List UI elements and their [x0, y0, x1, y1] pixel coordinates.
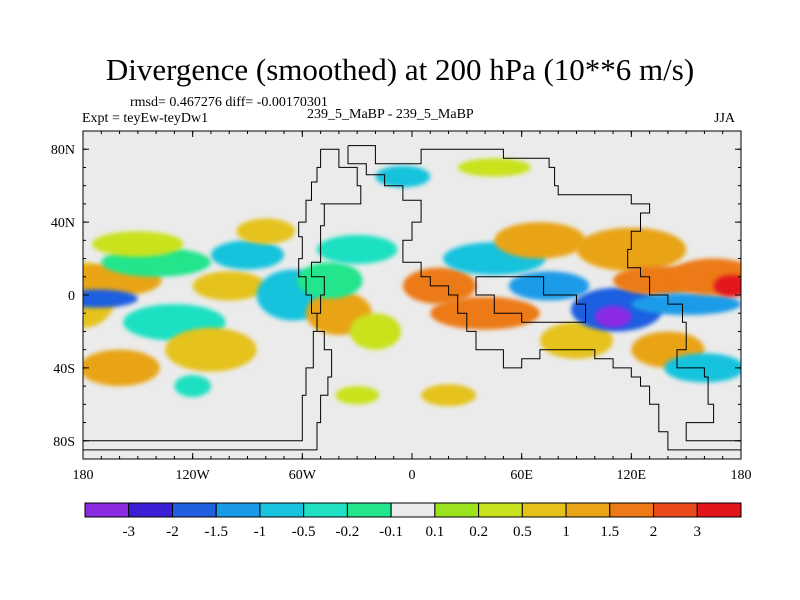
contour-feature-28 — [713, 274, 741, 297]
colorbar-swatch-3 — [215, 502, 261, 518]
contour-feature-15 — [349, 313, 402, 350]
x-tick-label: 120E — [617, 468, 647, 483]
contour-feature-35 — [421, 384, 476, 407]
y-tick-label: 0 — [68, 289, 75, 304]
colorbar-swatch-14 — [696, 502, 742, 518]
y-tick-label: 80N — [51, 143, 75, 158]
colorbar-label: -1 — [254, 524, 267, 540]
contour-feature-32 — [375, 165, 431, 188]
contour-feature-19 — [494, 222, 586, 259]
colorbar-swatch-9 — [478, 502, 523, 518]
colorbar-swatch-13 — [653, 502, 698, 518]
x-tick-label: 120W — [176, 468, 211, 483]
colorbar-swatch-12 — [609, 502, 655, 518]
inner-basin-outline — [475, 276, 587, 323]
colorbar-swatch-5 — [303, 502, 348, 518]
y-axis: 80N 40N 0 40S 80S — [51, 143, 741, 450]
x-tick-label: 60E — [510, 468, 533, 483]
contour-feature-17 — [430, 296, 540, 330]
experiment-label: Expt = teyEw-teyDw1 — [82, 111, 209, 126]
contour-feature-34 — [335, 386, 380, 405]
contour-feature-9 — [210, 240, 285, 270]
contour-feature-13 — [296, 262, 363, 299]
x-axis: 180 120W 60W 0 60E 120E 180 — [73, 131, 752, 483]
colorbar-swatch-7 — [390, 502, 436, 518]
colorbar-label: -3 — [122, 524, 135, 540]
continent-outlines — [83, 145, 741, 451]
contour-feature-27 — [667, 258, 741, 295]
x-tick-label: 0 — [409, 468, 416, 483]
colorbar-swatch-11 — [565, 502, 611, 518]
colorbar-label: -1.5 — [204, 524, 228, 540]
colorbar-label: 1.5 — [600, 524, 619, 540]
season-label: JJA — [714, 111, 736, 126]
colorbar-swatch-6 — [346, 502, 392, 518]
contour-feature-36 — [174, 375, 211, 398]
x-tick-label: 60W — [289, 468, 317, 483]
y-tick-label: 40S — [53, 362, 75, 377]
contour-feature-7 — [165, 327, 257, 372]
colorbar-label: -2 — [166, 524, 179, 540]
colorbar-label: 0.2 — [469, 524, 488, 540]
contour-feature-20 — [508, 271, 590, 301]
colorbar-label: 1 — [562, 524, 570, 540]
colorbar-label: -0.5 — [292, 524, 316, 540]
eastern-continent-outline — [347, 145, 741, 451]
contour-feature-10 — [236, 218, 296, 244]
colorbar-label: 3 — [694, 524, 702, 540]
contour-feature-31 — [83, 349, 160, 387]
x-tick-label: 180 — [73, 468, 94, 483]
x-tick-label: 180 — [731, 468, 752, 483]
colorbar-swatch-10 — [521, 502, 567, 518]
y-tick-label: 80S — [53, 435, 75, 450]
colorbar-swatch-1 — [128, 502, 173, 518]
contour-feature-14 — [316, 234, 398, 265]
contour-feature-5 — [92, 231, 184, 257]
colorbar-label: -0.2 — [336, 524, 360, 540]
chart-title: Divergence (smoothed) at 200 hPa (10**6 … — [105, 52, 695, 87]
colorbar-swatch-0 — [84, 502, 130, 518]
contour-feature-3 — [83, 289, 138, 308]
comparison-label: 239_5_MaBP - 239_5_MaBP — [307, 107, 474, 122]
colorbar: -3 -2 -1.5 -1 -0.5 -0.2 -0.1 0.1 0.2 0.5 1 1.5 2 3 — [84, 502, 742, 540]
colorbar-label: 0.5 — [513, 524, 532, 540]
contour-feature-23 — [594, 305, 632, 328]
stats-label: rmsd= 0.467276 diff= -0.00170301 — [130, 95, 328, 110]
contour-feature-33 — [457, 158, 531, 177]
colorbar-swatch-2 — [171, 502, 217, 518]
y-tick-label: 40N — [51, 216, 75, 231]
colorbar-swatch-4 — [259, 502, 305, 518]
colorbar-swatch-8 — [434, 502, 480, 518]
colorbar-label: 2 — [650, 524, 658, 540]
contour-feature-8 — [192, 271, 266, 301]
colorbar-label: 0.1 — [425, 524, 444, 540]
contour-feature-26 — [631, 293, 741, 316]
western-continent-outline — [83, 148, 362, 451]
contour-fields — [83, 158, 741, 407]
colorbar-label: -0.1 — [379, 524, 403, 540]
